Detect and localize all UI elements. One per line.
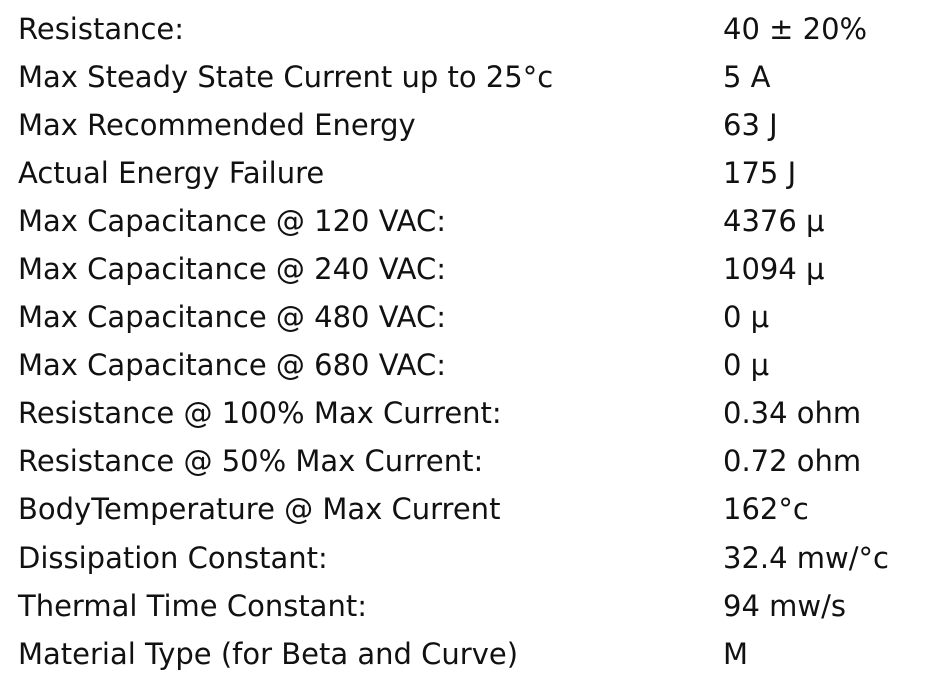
spec-label: Thermal Time Constant:: [18, 588, 367, 623]
spec-label: Max Steady State Current up to 25°c: [18, 59, 554, 94]
spec-value: 40 ± 20%: [723, 11, 868, 46]
spec-label: Material Type (for Beta and Curve): [18, 636, 519, 671]
spec-label: Resistance:: [18, 11, 185, 46]
spec-row-max-steady-state-current: Max Steady State Current up to 25°c 5 A: [0, 53, 950, 101]
spec-value: 0.34 ohm: [723, 396, 862, 431]
spec-row-resistance-50-max-current: Resistance @ 50% Max Current: 0.72 ohm: [0, 438, 950, 486]
spec-label: Dissipation Constant:: [18, 540, 328, 575]
spec-row-resistance: Resistance: 40 ± 20%: [0, 5, 950, 53]
spec-value: 0.72 ohm: [723, 444, 862, 479]
spec-row-max-capacitance-480: Max Capacitance @ 480 VAC: 0 μ: [0, 294, 950, 342]
spec-value: 5 A: [723, 59, 771, 94]
spec-value: M: [723, 636, 749, 671]
spec-row-material-type: Material Type (for Beta and Curve) M: [0, 630, 950, 678]
spec-value: 63 J: [723, 107, 778, 142]
spec-row-thermal-time-constant: Thermal Time Constant: 94 mw/s: [0, 582, 950, 630]
spec-label: Max Capacitance @ 680 VAC:: [18, 348, 447, 383]
spec-label: Max Capacitance @ 240 VAC:: [18, 252, 447, 287]
spec-row-max-capacitance-120: Max Capacitance @ 120 VAC: 4376 μ: [0, 197, 950, 245]
spec-value: 4376 μ: [723, 203, 825, 238]
spec-value: 94 mw/s: [723, 588, 846, 623]
spec-value: 162°c: [723, 492, 809, 527]
spec-row-dissipation-constant: Dissipation Constant: 32.4 mw/°c: [0, 534, 950, 582]
spec-label: Max Recommended Energy: [18, 107, 416, 142]
spec-label: Max Capacitance @ 120 VAC:: [18, 203, 447, 238]
spec-value: 32.4 mw/°c: [723, 540, 889, 575]
spec-row-body-temperature: BodyTemperature @ Max Current 162°c: [0, 486, 950, 534]
spec-row-max-recommended-energy: Max Recommended Energy 63 J: [0, 101, 950, 149]
spec-label: Actual Energy Failure: [18, 155, 325, 190]
spec-row-max-capacitance-240: Max Capacitance @ 240 VAC: 1094 μ: [0, 245, 950, 293]
spec-row-actual-energy-failure: Actual Energy Failure 175 J: [0, 149, 950, 197]
spec-value: 0 μ: [723, 300, 770, 335]
spec-row-resistance-100-max-current: Resistance @ 100% Max Current: 0.34 ohm: [0, 390, 950, 438]
spec-value: 175 J: [723, 155, 797, 190]
spec-label: Max Capacitance @ 480 VAC:: [18, 300, 447, 335]
spec-value: 1094 μ: [723, 252, 825, 287]
spec-row-max-capacitance-680: Max Capacitance @ 680 VAC: 0 μ: [0, 342, 950, 390]
spec-value: 0 μ: [723, 348, 770, 383]
spec-label: Resistance @ 50% Max Current:: [18, 444, 484, 479]
spec-label: Resistance @ 100% Max Current:: [18, 396, 502, 431]
spec-label: BodyTemperature @ Max Current: [18, 492, 501, 527]
